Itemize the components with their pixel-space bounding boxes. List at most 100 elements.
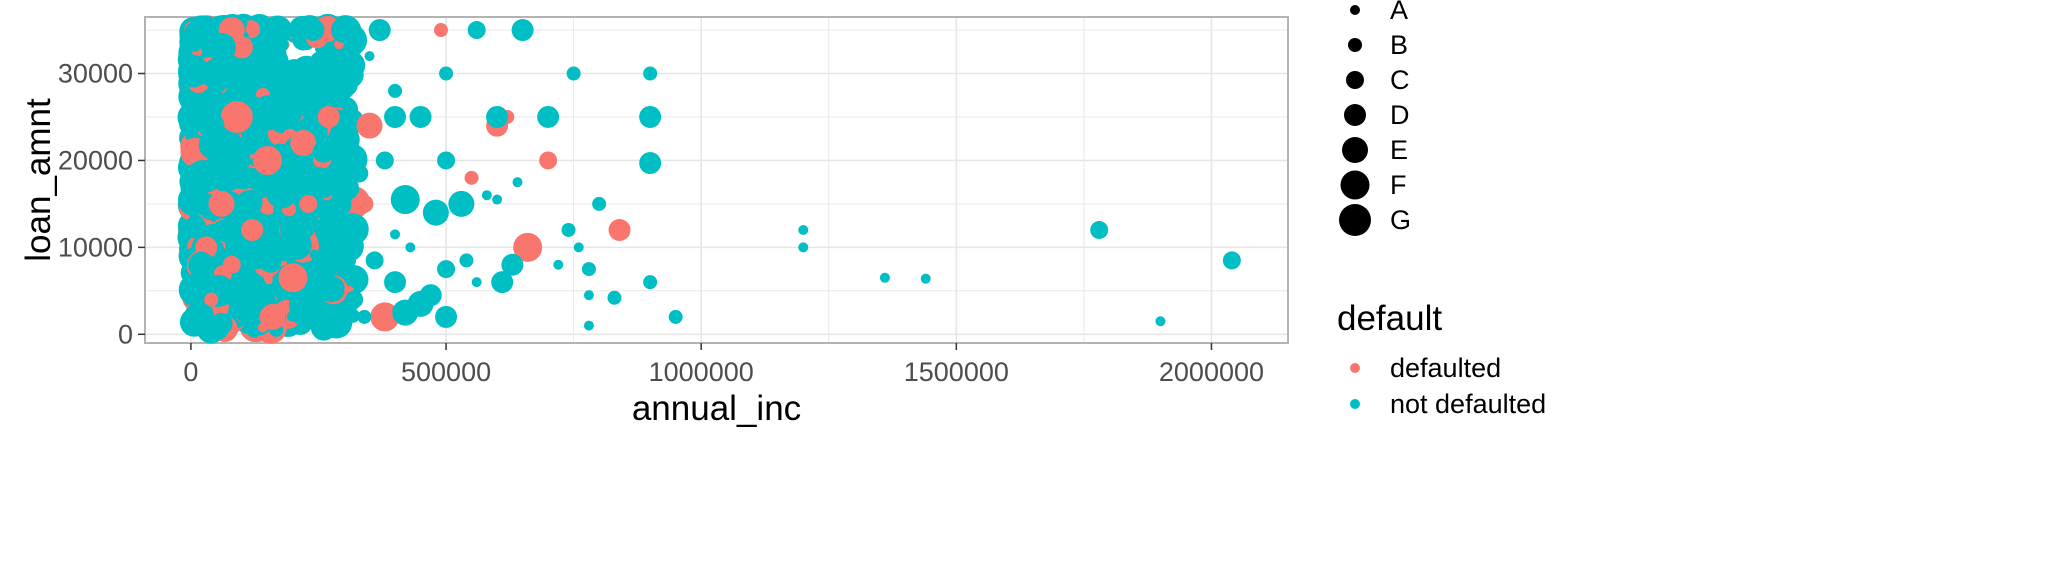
data-point [328,219,347,238]
data-point [332,174,359,201]
data-point [260,215,279,234]
data-point [236,189,263,216]
data-point [309,249,320,260]
data-point [356,112,383,139]
size-legend-key [1340,170,1370,200]
data-point [433,23,448,38]
data-point [319,311,330,322]
data-point [279,216,306,243]
size-legend-key [1350,5,1360,15]
data-point [326,83,341,98]
data-point [492,194,503,205]
data-point [312,140,335,163]
data-point [210,312,233,335]
size-legend-key [1346,71,1364,89]
size-legend-key [1339,204,1371,236]
data-point [668,309,683,324]
data-point [1222,251,1241,270]
data-point [241,218,264,241]
data-point [184,302,214,332]
data-point [318,197,348,227]
data-points [177,13,1241,344]
data-point [217,144,250,177]
data-point [437,151,456,170]
y-tick-label: 20000 [58,145,133,175]
y-axis-title: loan_amnt [19,98,58,262]
color-legend-key [1350,399,1360,409]
data-point [357,309,372,324]
data-point [234,60,261,87]
size-legend-label: C [1390,65,1410,95]
data-point [254,95,281,122]
data-point [491,271,514,294]
data-point [320,306,353,339]
data-point [566,66,581,81]
data-point [302,19,325,42]
data-point [388,83,403,98]
data-point [299,194,318,213]
data-point [561,222,576,237]
data-point [405,242,416,253]
data-point [350,164,369,183]
data-point [208,190,235,217]
data-point [294,293,305,304]
data-point [317,105,340,128]
data-point [290,130,317,157]
data-point [331,17,358,44]
data-point [798,224,809,235]
data-point [375,151,394,170]
data-point [439,66,454,81]
data-point [244,243,271,270]
data-point [259,303,286,330]
data-point [643,275,658,290]
x-tick-label: 0 [183,357,198,387]
data-point [287,79,310,102]
data-point [180,61,207,88]
data-point [607,290,622,305]
size-legend-key [1342,137,1368,163]
data-point [464,170,479,185]
data-point [435,305,458,328]
data-point [511,19,534,42]
data-point [189,199,200,210]
data-point [459,253,474,268]
data-point [583,290,594,301]
data-point [643,66,658,81]
data-point [337,236,360,259]
data-point [486,105,509,128]
color-legend-title: default [1337,299,1442,338]
data-point [336,107,359,130]
data-point [201,89,216,104]
data-point [390,185,420,215]
data-point [422,199,449,226]
data-point [252,145,282,175]
data-point [513,232,543,262]
y-tick-label: 10000 [58,232,133,262]
data-point [227,276,257,306]
data-point [245,21,260,36]
data-point [608,218,631,241]
data-point [297,99,316,118]
color-legend-label: not defaulted [1390,389,1546,419]
size-legend-key [1344,104,1366,126]
data-point [364,51,375,62]
data-point [222,255,241,274]
x-axis-ticks: 0 500000 1000000 1500000 2000000 [183,343,1264,387]
data-point [336,48,351,63]
color-legend-label: defaulted [1390,353,1501,383]
data-point [263,15,293,45]
size-legend-label: A [1390,0,1408,25]
x-axis-title: annual_inc [632,389,801,428]
size-legend-label: F [1390,170,1407,200]
x-tick-label: 1500000 [904,357,1009,387]
size-legend-label: G [1390,205,1411,235]
data-point [384,271,407,294]
data-point [437,260,456,279]
data-point [537,105,560,128]
data-point [539,151,558,170]
data-point [191,163,221,193]
data-point [335,64,354,83]
data-point [198,112,225,139]
data-point [204,292,219,307]
